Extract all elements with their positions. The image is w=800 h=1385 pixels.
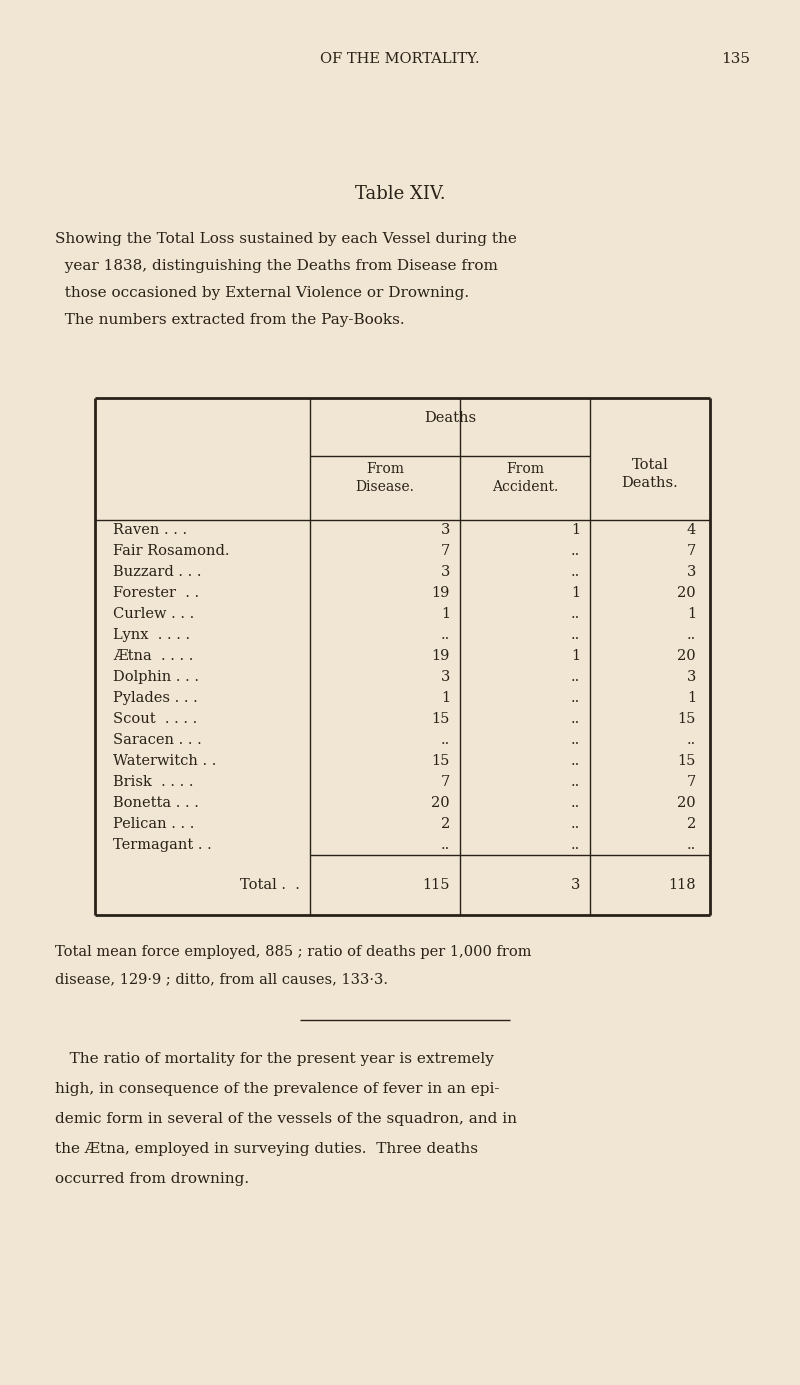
Text: From
Disease.: From Disease.: [355, 461, 414, 494]
Text: Scout  . . . .: Scout . . . .: [113, 712, 198, 726]
Text: 15: 15: [432, 753, 450, 767]
Text: ..: ..: [686, 838, 696, 852]
Text: From
Accident.: From Accident.: [492, 461, 558, 494]
Text: Saracen . . .: Saracen . . .: [113, 733, 202, 747]
Text: 118: 118: [668, 878, 696, 892]
Text: ..: ..: [570, 838, 580, 852]
Text: 20: 20: [678, 650, 696, 663]
Text: ..: ..: [570, 753, 580, 767]
Text: Lynx  . . . .: Lynx . . . .: [113, 629, 190, 643]
Text: 115: 115: [422, 878, 450, 892]
Text: 1: 1: [441, 607, 450, 622]
Text: 20: 20: [431, 795, 450, 810]
Text: ..: ..: [570, 795, 580, 810]
Text: 3: 3: [441, 670, 450, 684]
Text: 15: 15: [432, 712, 450, 726]
Text: disease, 129·9 ; ditto, from all causes, 133·3.: disease, 129·9 ; ditto, from all causes,…: [55, 972, 388, 986]
Text: ..: ..: [441, 838, 450, 852]
Text: 19: 19: [432, 650, 450, 663]
Text: year 1838, distinguishing the Deaths from Disease from: year 1838, distinguishing the Deaths fro…: [55, 259, 498, 273]
Text: ..: ..: [570, 629, 580, 643]
Text: 1: 1: [687, 607, 696, 622]
Text: Raven . . .: Raven . . .: [113, 524, 187, 537]
Text: ..: ..: [686, 733, 696, 747]
Text: Total mean force employed, 885 ; ratio of deaths per 1,000 from: Total mean force employed, 885 ; ratio o…: [55, 945, 531, 958]
Text: 3: 3: [441, 565, 450, 579]
Text: Showing the Total Loss sustained by each Vessel during the: Showing the Total Loss sustained by each…: [55, 233, 517, 247]
Text: ..: ..: [570, 774, 580, 788]
Text: Forester  . .: Forester . .: [113, 586, 199, 600]
Text: Pylades . . .: Pylades . . .: [113, 691, 198, 705]
Text: 7: 7: [441, 774, 450, 788]
Text: Total .  .: Total . .: [240, 878, 300, 892]
Text: 1: 1: [441, 691, 450, 705]
Text: 3: 3: [686, 670, 696, 684]
Text: ..: ..: [570, 565, 580, 579]
Text: ..: ..: [570, 817, 580, 831]
Text: ..: ..: [570, 544, 580, 558]
Text: 7: 7: [441, 544, 450, 558]
Text: occurred from drowning.: occurred from drowning.: [55, 1172, 249, 1186]
Text: ..: ..: [570, 607, 580, 622]
Text: Ætna  . . . .: Ætna . . . .: [113, 650, 194, 663]
Text: Termagant . .: Termagant . .: [113, 838, 212, 852]
Text: 1: 1: [571, 524, 580, 537]
Text: Bonetta . . .: Bonetta . . .: [113, 795, 199, 810]
Text: 4: 4: [686, 524, 696, 537]
Text: Curlew . . .: Curlew . . .: [113, 607, 194, 622]
Text: Brisk  . . . .: Brisk . . . .: [113, 774, 194, 788]
Text: Waterwitch . .: Waterwitch . .: [113, 753, 216, 767]
Text: 3: 3: [441, 524, 450, 537]
Text: Dolphin . . .: Dolphin . . .: [113, 670, 199, 684]
Text: ..: ..: [441, 629, 450, 643]
Text: 20: 20: [678, 586, 696, 600]
Text: 20: 20: [678, 795, 696, 810]
Text: ..: ..: [570, 712, 580, 726]
Text: 1: 1: [571, 586, 580, 600]
Text: 3: 3: [570, 878, 580, 892]
Text: 7: 7: [686, 544, 696, 558]
Text: Table XIV.: Table XIV.: [354, 186, 446, 204]
Text: 2: 2: [686, 817, 696, 831]
Text: those occasioned by External Violence or Drowning.: those occasioned by External Violence or…: [55, 285, 469, 301]
Text: 1: 1: [687, 691, 696, 705]
Text: 15: 15: [678, 753, 696, 767]
Text: ..: ..: [570, 733, 580, 747]
Text: OF THE MORTALITY.: OF THE MORTALITY.: [320, 53, 480, 66]
Text: 3: 3: [686, 565, 696, 579]
Text: 19: 19: [432, 586, 450, 600]
Text: Pelican . . .: Pelican . . .: [113, 817, 194, 831]
Text: 1: 1: [571, 650, 580, 663]
Text: ..: ..: [570, 691, 580, 705]
Text: 135: 135: [721, 53, 750, 66]
Text: the Ætna, employed in surveying duties.  Three deaths: the Ætna, employed in surveying duties. …: [55, 1143, 478, 1156]
Text: The ratio of mortality for the present year is extremely: The ratio of mortality for the present y…: [55, 1053, 494, 1066]
Text: 7: 7: [686, 774, 696, 788]
Text: Buzzard . . .: Buzzard . . .: [113, 565, 202, 579]
Text: Total
Deaths.: Total Deaths.: [622, 458, 678, 490]
Text: high, in consequence of the prevalence of fever in an epi-: high, in consequence of the prevalence o…: [55, 1082, 499, 1096]
Text: Fair Rosamond.: Fair Rosamond.: [113, 544, 230, 558]
Text: ..: ..: [441, 733, 450, 747]
Text: ..: ..: [686, 629, 696, 643]
Text: The numbers extracted from the Pay-Books.: The numbers extracted from the Pay-Books…: [55, 313, 405, 327]
Text: Deaths: Deaths: [424, 411, 476, 425]
Text: ..: ..: [570, 670, 580, 684]
Text: demic form in several of the vessels of the squadron, and in: demic form in several of the vessels of …: [55, 1112, 517, 1126]
Text: 15: 15: [678, 712, 696, 726]
Text: 2: 2: [441, 817, 450, 831]
